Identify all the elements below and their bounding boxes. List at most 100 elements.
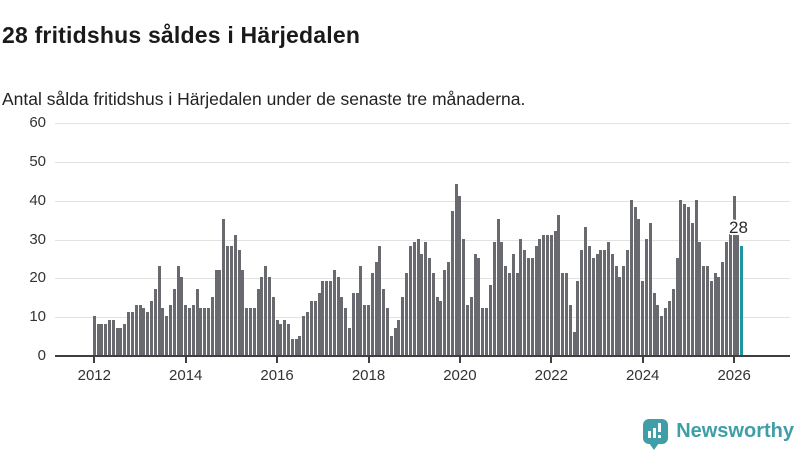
bar <box>104 323 108 355</box>
bar <box>496 219 500 355</box>
bar <box>267 277 271 355</box>
bar <box>530 257 534 355</box>
x-axis-tick <box>276 357 279 363</box>
bar <box>702 265 706 355</box>
bar <box>606 242 610 355</box>
bar <box>153 288 157 355</box>
bar <box>435 296 439 355</box>
bar <box>679 199 683 355</box>
bar <box>565 273 569 355</box>
bar <box>271 296 275 355</box>
bar <box>717 277 721 355</box>
bar <box>252 308 256 355</box>
bar <box>431 273 435 355</box>
bar <box>241 269 245 355</box>
bar <box>130 312 134 355</box>
bar <box>507 273 511 355</box>
bar <box>469 296 473 355</box>
bar <box>207 308 211 355</box>
bar <box>260 277 264 355</box>
bar <box>580 250 584 355</box>
x-axis-tick <box>93 357 96 363</box>
bar <box>374 261 378 355</box>
bar <box>485 308 489 355</box>
bar <box>172 288 176 355</box>
bar <box>290 339 294 355</box>
bar <box>317 292 321 355</box>
bar <box>664 308 668 355</box>
bar <box>264 265 268 355</box>
bar <box>302 316 306 355</box>
bar <box>481 308 485 355</box>
bar <box>355 292 359 355</box>
bar <box>100 323 104 355</box>
bar <box>736 234 740 355</box>
bar <box>359 265 363 355</box>
bar <box>424 242 428 355</box>
bar <box>709 281 713 355</box>
bar <box>401 296 405 355</box>
bar <box>603 250 607 355</box>
bar <box>378 246 382 355</box>
bar <box>363 304 367 355</box>
bar <box>466 304 470 355</box>
bar <box>622 265 626 355</box>
bar <box>119 327 123 355</box>
bar <box>614 265 618 355</box>
bar <box>176 265 180 355</box>
bar <box>705 265 709 355</box>
y-axis-label: 60 <box>29 114 46 131</box>
gridline <box>55 200 790 202</box>
bar <box>629 199 633 355</box>
y-axis-label: 10 <box>29 308 46 326</box>
bar <box>96 323 100 355</box>
newsworthy-logo-icon <box>643 419 669 450</box>
bar <box>123 323 127 355</box>
bar <box>625 250 629 355</box>
bar <box>568 304 572 355</box>
bar <box>218 269 222 355</box>
bar <box>229 246 233 355</box>
bar <box>732 195 736 355</box>
bar <box>275 320 279 355</box>
newsworthy-brand-link[interactable]: Newsworthy <box>643 419 794 450</box>
bar <box>690 222 694 355</box>
bar <box>553 230 557 355</box>
bar <box>321 281 325 355</box>
y-axis-label: 0 <box>37 347 46 364</box>
x-axis-label: 2026 <box>717 367 751 384</box>
bar <box>134 304 138 355</box>
bar <box>488 285 492 355</box>
bar <box>728 230 732 355</box>
bar <box>233 234 237 355</box>
y-axis-label: 30 <box>29 230 46 248</box>
bar <box>279 323 283 355</box>
gridline <box>55 239 790 241</box>
bar <box>210 296 214 355</box>
bar <box>386 308 390 355</box>
bar <box>199 308 203 355</box>
bar <box>515 273 519 355</box>
bar <box>332 269 336 355</box>
bar <box>557 215 561 355</box>
bar <box>561 273 565 355</box>
x-axis-tick <box>550 357 553 363</box>
bar <box>584 226 588 355</box>
gridline <box>55 161 790 163</box>
bar <box>500 242 504 355</box>
bar <box>534 246 538 355</box>
bar <box>294 339 298 355</box>
bar <box>549 234 553 355</box>
bar <box>637 219 641 355</box>
bar <box>477 257 481 355</box>
y-axis-label: 50 <box>29 152 46 170</box>
x-axis-label: 2012 <box>77 367 111 384</box>
bar <box>195 288 199 355</box>
bar <box>454 184 458 355</box>
bar <box>599 250 603 355</box>
bar <box>450 211 454 355</box>
bar <box>504 265 508 355</box>
bar <box>347 327 351 355</box>
bar <box>142 308 146 355</box>
